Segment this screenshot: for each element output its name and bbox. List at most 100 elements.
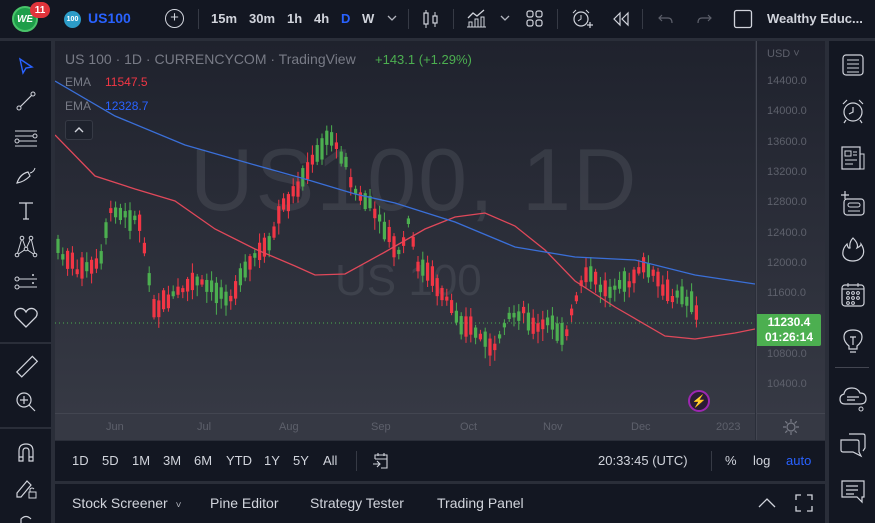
tab-trading-panel[interactable]: Trading Panel — [437, 495, 524, 511]
currency-selector[interactable]: USD ˅ — [767, 48, 800, 60]
log-scale-toggle[interactable]: log — [753, 453, 771, 468]
symbol-search-button[interactable]: US100 — [88, 10, 131, 26]
chart-pane[interactable]: US100, 1D US 100 US 100 · 1D · CURRENCYC… — [55, 41, 755, 413]
go-to-date-icon[interactable] — [372, 451, 390, 476]
maximize-panel-icon[interactable] — [794, 493, 814, 518]
candle — [445, 296, 449, 301]
indicators-dropdown-icon[interactable] — [500, 10, 510, 31]
brush-icon[interactable] — [13, 162, 39, 188]
chats-cloud-icon[interactable] — [839, 385, 867, 413]
lock-all-icon[interactable] — [13, 507, 39, 523]
time-label: Oct — [460, 421, 478, 433]
candle — [277, 206, 281, 224]
hotlist-flame-icon[interactable] — [839, 235, 867, 263]
fullscreen-square-icon[interactable] — [733, 9, 753, 34]
candle — [690, 291, 694, 313]
ideas-lightbulb-icon[interactable] — [839, 327, 867, 355]
candle — [171, 291, 175, 297]
timeframe-4h[interactable]: 4h — [314, 11, 330, 26]
range-6m[interactable]: 6M — [194, 453, 213, 468]
candle — [531, 317, 535, 334]
collapse-legend-button[interactable] — [65, 120, 93, 140]
cursor-icon[interactable] — [13, 53, 39, 79]
news-icon[interactable] — [839, 144, 867, 172]
candle — [200, 279, 204, 285]
price-label: 10400.0 — [767, 378, 807, 390]
range-5d[interactable]: 5D — [102, 453, 119, 468]
chevron-up-icon[interactable] — [757, 496, 777, 515]
candles-chart-type-icon[interactable] — [421, 8, 441, 35]
messages-icon[interactable] — [839, 477, 867, 505]
candle — [373, 208, 377, 219]
chart-settings-button[interactable] — [756, 413, 825, 440]
time-label: Dec — [631, 421, 651, 433]
range-5y[interactable]: 5Y — [293, 453, 309, 468]
timeframe-w[interactable]: W — [362, 11, 375, 26]
lightning-event-icon[interactable]: ⚡ — [688, 390, 710, 412]
fib-retracement-icon[interactable] — [13, 125, 39, 151]
candle — [598, 284, 602, 293]
divider — [453, 9, 454, 29]
magnet-icon[interactable] — [13, 439, 39, 465]
alarm-clock-icon[interactable] — [839, 97, 867, 125]
replay-icon[interactable] — [611, 10, 631, 33]
chat-bubbles-icon[interactable] — [839, 431, 867, 459]
candle — [368, 195, 372, 209]
undo-icon[interactable] — [657, 10, 675, 33]
time-label: Nov — [543, 421, 563, 433]
ema-fast-legend[interactable]: EMA 11547.5 — [65, 75, 148, 89]
favorites-heart-icon[interactable] — [13, 305, 39, 331]
candle — [176, 286, 180, 295]
range-ytd[interactable]: YTD — [226, 453, 252, 468]
candle — [75, 269, 79, 275]
ema-label: EMA — [65, 99, 92, 113]
calendar-icon[interactable] — [839, 281, 867, 309]
indicators-icon[interactable] — [466, 8, 488, 35]
percent-scale-toggle[interactable]: % — [725, 453, 737, 468]
tab-strategy-tester[interactable]: Strategy Tester — [310, 495, 404, 511]
text-tool-icon[interactable] — [13, 198, 39, 224]
candle — [291, 186, 295, 197]
clock-time[interactable]: 20:33:45 (UTC) — [598, 453, 688, 468]
auto-scale-toggle[interactable]: auto — [786, 453, 812, 468]
forecast-tool-icon[interactable] — [13, 270, 39, 296]
ema-slow-legend[interactable]: EMA 12328.7 — [65, 99, 148, 113]
time-axis[interactable]: Jun Jul Aug Sep Oct Nov Dec 2023 — [55, 413, 755, 440]
add-list-icon[interactable] — [839, 190, 867, 218]
timeframe-dropdown-icon[interactable] — [387, 10, 397, 31]
ema-slow-value: 12328.7 — [105, 99, 149, 113]
account-layout-name[interactable]: Wealthy Educ... — [767, 11, 863, 26]
timeframe-15m[interactable]: 15m — [211, 11, 238, 26]
price-axis[interactable]: USD ˅ 14400.0 14000.0 13600.0 13200.0 12… — [756, 41, 825, 413]
candle — [488, 338, 492, 356]
lock-drawings-icon[interactable] — [13, 475, 39, 501]
pattern-tool-icon[interactable] — [13, 233, 39, 259]
add-alert-icon[interactable] — [570, 8, 594, 37]
candle — [666, 279, 670, 302]
candle — [243, 261, 247, 278]
range-all[interactable]: All — [323, 453, 338, 468]
timeframe-1h[interactable]: 1h — [287, 11, 303, 26]
range-1d[interactable]: 1D — [72, 453, 89, 468]
timeframe-d[interactable]: D — [341, 11, 351, 26]
tab-pine-editor[interactable]: Pine Editor — [210, 495, 279, 511]
range-1y[interactable]: 1Y — [264, 453, 280, 468]
watchlist-icon[interactable] — [839, 51, 867, 79]
divider — [0, 342, 51, 344]
tab-stock-screener[interactable]: Stock Screener ˅ — [72, 495, 181, 511]
candle — [358, 192, 362, 201]
candle — [210, 280, 214, 293]
candle — [56, 238, 60, 253]
bottom-panel-tabs: Stock Screener ˅ Pine Editor Strategy Te… — [55, 484, 825, 523]
trend-line-icon[interactable] — [13, 88, 39, 114]
layout-grid-icon[interactable] — [525, 8, 545, 35]
compare-symbol-button[interactable]: + — [165, 9, 184, 28]
range-1m[interactable]: 1M — [132, 453, 151, 468]
ruler-measure-icon[interactable] — [13, 354, 39, 380]
time-label: Aug — [279, 421, 299, 433]
zoom-in-icon[interactable] — [13, 389, 39, 415]
redo-icon[interactable] — [695, 10, 713, 33]
candle — [589, 266, 593, 282]
timeframe-30m[interactable]: 30m — [249, 11, 276, 26]
range-3m[interactable]: 3M — [163, 453, 182, 468]
